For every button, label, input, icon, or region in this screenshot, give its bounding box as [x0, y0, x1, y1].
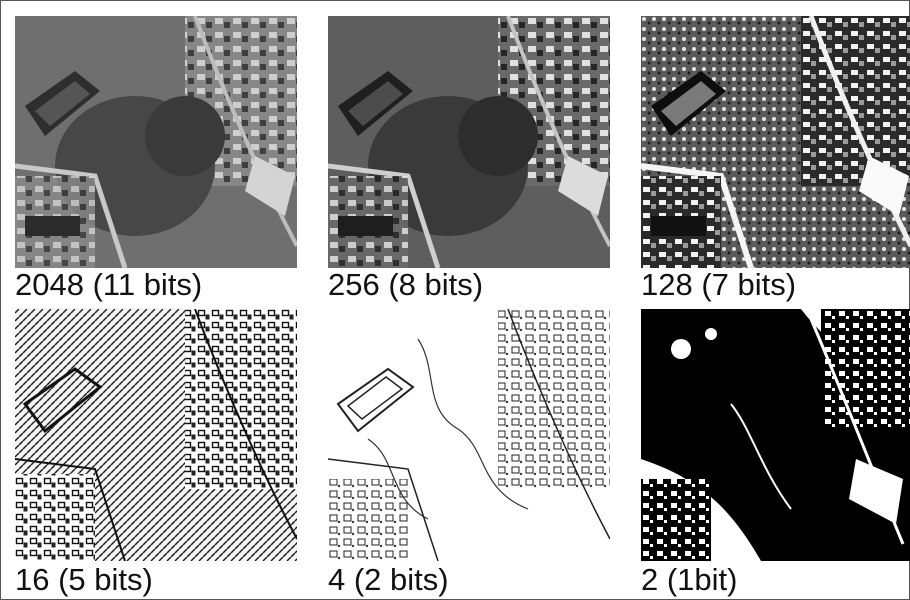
caption-128-levels: 128 (7 bits): [641, 267, 797, 302]
caption-256-levels: 256 (8 bits): [328, 267, 484, 302]
aerial-image-128-levels: [641, 16, 910, 268]
caption-2-levels: 2 (1bit): [641, 562, 738, 597]
aerial-image-256-levels: [328, 16, 610, 268]
aerial-image-4-levels: [328, 309, 610, 561]
aerial-image-2-levels: [641, 309, 910, 561]
caption-4-levels: 4 (2 bits): [328, 562, 449, 597]
aerial-image-2048-levels: [15, 16, 297, 268]
aerial-image-16-levels: [15, 309, 297, 561]
caption-16-levels: 16 (5 bits): [15, 562, 153, 597]
caption-2048-levels: 2048 (11 bits): [15, 267, 203, 302]
